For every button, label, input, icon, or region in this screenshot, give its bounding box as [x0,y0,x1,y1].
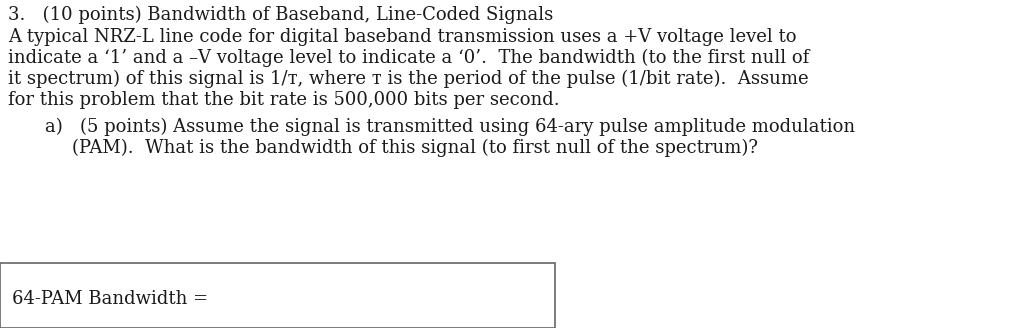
Text: 64-PAM Bandwidth =: 64-PAM Bandwidth = [12,290,208,308]
Text: A typical NRZ-L line code for digital baseband transmission uses a +V voltage le: A typical NRZ-L line code for digital ba… [8,28,797,46]
Text: for this problem that the bit rate is 500,000 bits per second.: for this problem that the bit rate is 50… [8,91,560,109]
Text: a)   (5 points) Assume the signal is transmitted using 64-ary pulse amplitude mo: a) (5 points) Assume the signal is trans… [45,118,855,136]
Text: (PAM).  What is the bandwidth of this signal (to first null of the spectrum)?: (PAM). What is the bandwidth of this sig… [72,139,758,157]
Bar [0,263,555,328]
Text: it spectrum) of this signal is 1/ᴛ, where ᴛ is the period of the pulse (1/bit ra: it spectrum) of this signal is 1/ᴛ, wher… [8,70,809,88]
Text: indicate a ‘1’ and a –V voltage level to indicate a ‘0’.  The bandwidth (to the : indicate a ‘1’ and a –V voltage level to… [8,49,809,67]
Text: 3.   (10 points) Bandwidth of Baseband, Line-Coded Signals: 3. (10 points) Bandwidth of Baseband, Li… [8,6,553,24]
